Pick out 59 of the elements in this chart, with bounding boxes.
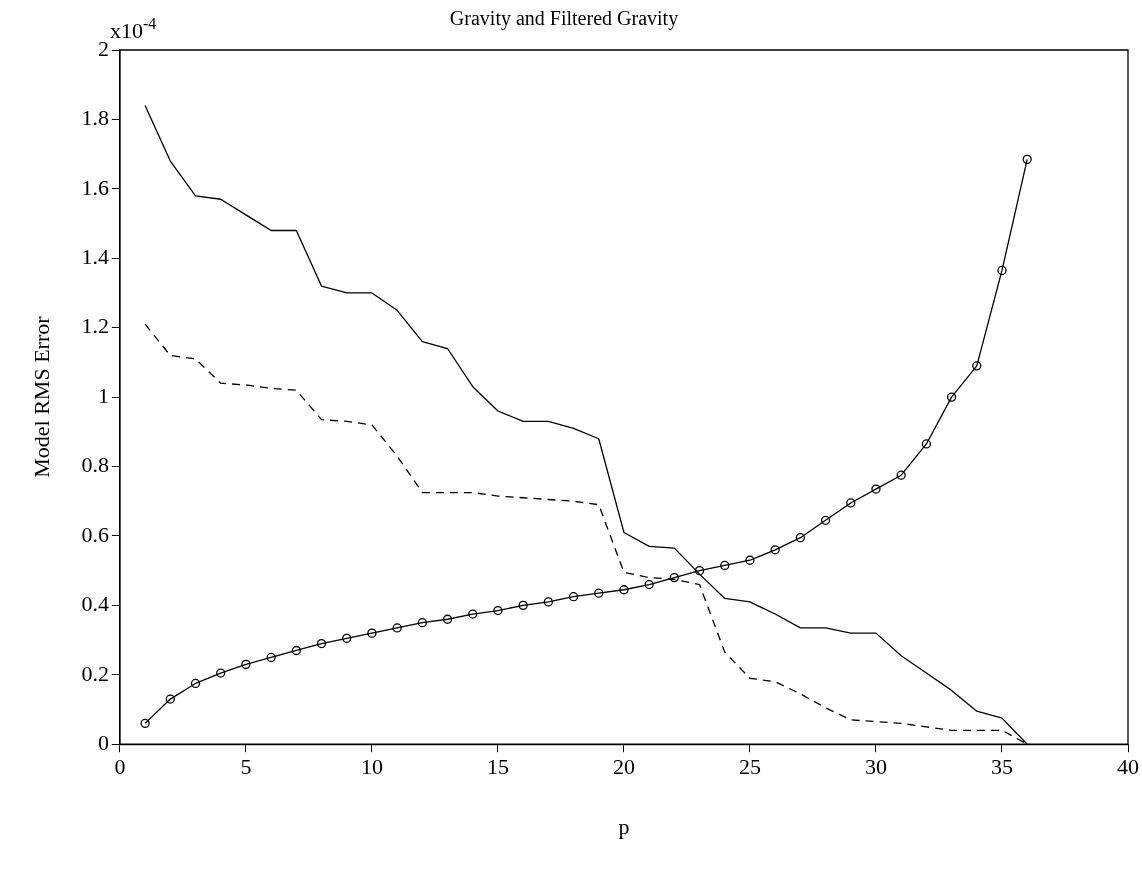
y-tick-label: 1.4 bbox=[81, 244, 109, 270]
point bbox=[241, 659, 251, 670]
point bbox=[442, 614, 453, 624]
point bbox=[417, 618, 427, 628]
chart-title: Gravity and Filtered Gravity bbox=[449, 7, 679, 31]
x-tick-label: 20 bbox=[612, 754, 635, 780]
y-tick-label: 0.4 bbox=[81, 591, 109, 617]
point bbox=[745, 555, 755, 565]
x-tick-label: 30 bbox=[864, 754, 887, 780]
x-tick-label: 35 bbox=[990, 754, 1013, 780]
point bbox=[997, 265, 1007, 276]
y-tick-label: 1.6 bbox=[81, 174, 109, 200]
point bbox=[921, 439, 932, 449]
point bbox=[165, 694, 175, 704]
y-tick-label: 2 bbox=[97, 35, 109, 61]
point bbox=[619, 585, 629, 595]
point bbox=[392, 623, 402, 633]
point bbox=[669, 572, 680, 583]
point bbox=[594, 588, 604, 598]
point bbox=[720, 560, 730, 571]
point bbox=[518, 600, 528, 611]
x-tick-label: 15 bbox=[486, 754, 509, 780]
point bbox=[493, 605, 503, 616]
point bbox=[190, 678, 201, 689]
x-tick-label: 0 bbox=[114, 754, 126, 780]
point bbox=[972, 361, 982, 371]
point bbox=[846, 498, 856, 508]
point bbox=[216, 668, 226, 678]
point bbox=[543, 597, 553, 607]
point bbox=[316, 638, 327, 649]
point bbox=[140, 718, 150, 729]
y-tick-label: 0.8 bbox=[81, 452, 109, 478]
point bbox=[770, 545, 780, 555]
point bbox=[694, 566, 705, 576]
y-tick-label: 1 bbox=[97, 382, 109, 408]
point bbox=[820, 515, 831, 525]
point bbox=[568, 592, 579, 602]
point bbox=[291, 645, 301, 656]
x-tick-label: 25 bbox=[738, 754, 761, 780]
point bbox=[946, 392, 957, 402]
x-axis-title: p bbox=[618, 813, 630, 839]
y-tick-label: 1.2 bbox=[81, 313, 109, 339]
point bbox=[342, 633, 352, 643]
point bbox=[795, 533, 806, 543]
point bbox=[468, 609, 478, 619]
point bbox=[266, 652, 276, 663]
y-tick-label: 0 bbox=[97, 729, 109, 755]
y-tick-label: 1.8 bbox=[81, 105, 109, 131]
y-axis-title: Model RMS Error bbox=[28, 315, 54, 478]
point bbox=[1022, 154, 1032, 164]
point bbox=[896, 470, 906, 480]
point bbox=[871, 484, 881, 494]
x-tick-label: 10 bbox=[360, 754, 383, 780]
y-tick-label: 0.6 bbox=[81, 521, 109, 547]
x-tick-label: 5 bbox=[240, 754, 252, 780]
point bbox=[367, 628, 377, 638]
x-tick-label: 40 bbox=[1117, 754, 1139, 780]
point bbox=[644, 579, 654, 590]
y-tick-label: 0.2 bbox=[81, 660, 109, 686]
